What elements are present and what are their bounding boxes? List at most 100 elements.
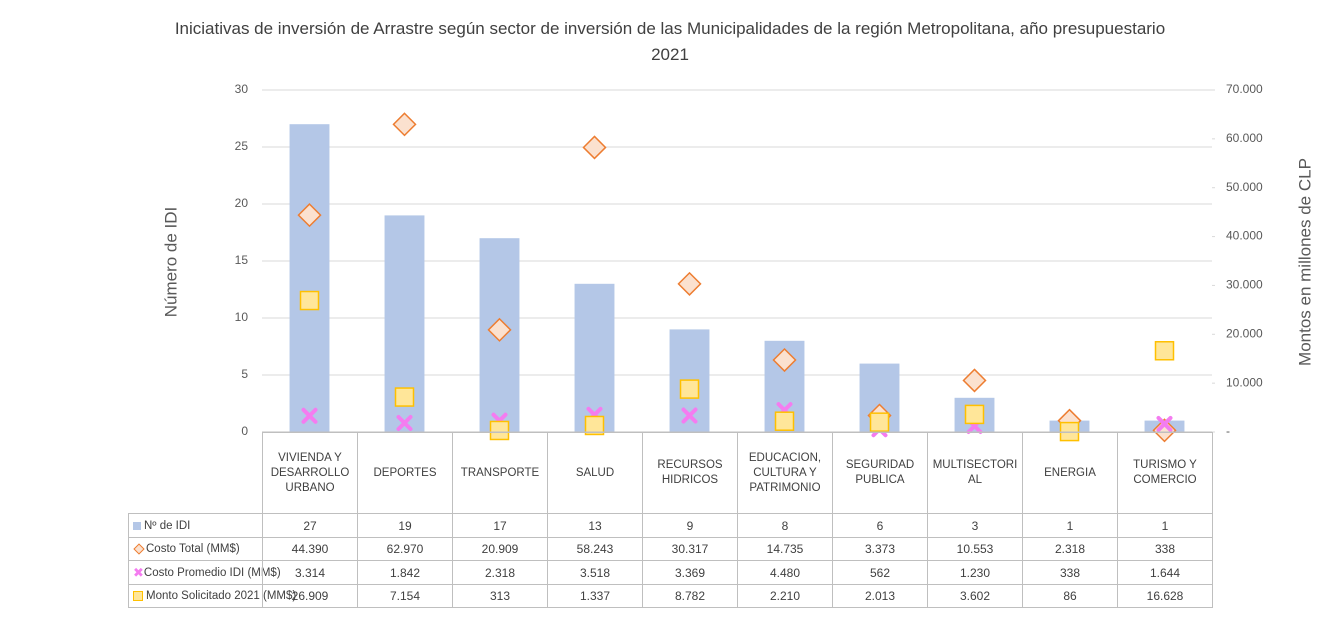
table-value: 17 [452,513,548,538]
square-marker [869,412,890,432]
legend-swatch [133,591,143,601]
y2-tick-label: 20.000 [1226,326,1263,340]
category-label: ENERGIA [1022,432,1118,514]
table-value: 20.909 [452,537,548,561]
y-tick-label: 10 [235,310,249,324]
category-label: DEPORTES [357,432,453,514]
bar [289,124,330,432]
category-label: SEGURIDAD PUBLICA [832,432,928,514]
x-marker [396,415,413,432]
y-axis-title: Número de IDI [161,207,180,318]
table-value: 10.553 [927,537,1023,561]
table-value: 338 [1117,537,1213,561]
x-marker [301,407,318,424]
table-value: 86 [1022,584,1118,608]
legend-swatch [133,521,141,530]
table-value: 3.314 [262,560,358,585]
square-marker [584,415,605,436]
table-value: 338 [1022,560,1118,585]
legend-entry: Monto Solicitado 2021 (MM$) [128,584,296,608]
square-marker [489,420,510,441]
y2-tick-label: 60.000 [1226,131,1263,145]
category-label: EDUCACION, CULTURA Y PATRIMONIO [737,432,833,514]
y2-tick-label: 50.000 [1226,180,1263,194]
table-value: 62.970 [357,537,453,561]
square-marker [299,290,320,311]
legend-label: Nº de IDI [144,519,191,532]
y2-tick-label: - [1226,424,1230,438]
y-tick-label: 5 [241,367,248,381]
y2-tick-label: 10.000 [1226,375,1263,389]
diamond-marker [487,317,512,342]
table-value: 8 [737,513,833,538]
category-label: RECURSOS HIDRICOS [642,432,738,514]
legend-label: Costo Promedio IDI (MM$) [143,566,281,579]
diamond-marker [1152,418,1177,443]
table-value: 26.909 [262,584,358,608]
x-marker [681,407,698,424]
diamond-marker [962,368,987,393]
square-marker [1154,341,1175,361]
legend-swatch: ✖ [133,564,144,580]
table-value: 9 [642,513,738,538]
x-marker [1156,415,1173,432]
y-tick-label: 20 [235,196,249,210]
square-marker [964,404,985,425]
y2-axis-title: Montos en millones de CLP [1295,158,1314,366]
square-marker [394,387,415,407]
table-value: 14.735 [737,537,833,561]
y2-tick-label: 30.000 [1226,278,1263,292]
table-value: 3.373 [832,537,928,561]
table-value: 3 [927,513,1023,538]
table-value: 1 [1117,513,1213,538]
category-label: TURISMO Y COMERCIO [1117,432,1213,514]
table-value: 562 [832,560,928,585]
y-tick-label: 0 [241,424,248,438]
category-label: VIVIENDA Y DESARROLLO URBANO [262,432,358,514]
category-label: MULTISECTORIAL [927,432,1023,514]
table-value: 3.602 [927,584,1023,608]
table-value: 2.318 [452,560,548,585]
table-value: 44.390 [262,537,358,561]
legend-entry: Costo Total (MM$) [128,537,263,561]
table-value: 13 [547,513,643,538]
table-value: 8.782 [642,584,738,608]
diamond-marker [582,135,607,160]
square-marker [774,411,795,431]
table-value: 4.480 [737,560,833,585]
legend-entry: Nº de IDI [128,513,263,538]
y2-tick-label: 40.000 [1226,229,1263,243]
table-value: 6 [832,513,928,538]
category-label: TRANSPORTE [452,432,548,514]
table-value: 1.337 [547,584,643,608]
table-value: 2.318 [1022,537,1118,561]
diamond-marker [772,347,797,373]
chart-title: Iniciativas de inversión de Arrastre seg… [174,19,1166,64]
y2-tick-label: 70.000 [1226,82,1263,96]
y-tick-label: 15 [235,253,249,267]
table-value: 1.644 [1117,560,1213,585]
table-value: 27 [262,513,358,538]
legend-swatch [133,543,145,555]
y-tick-label: 30 [235,82,249,96]
table-value: 1.230 [927,560,1023,585]
table-value: 19 [357,513,453,538]
legend-entry: ✖ Costo Promedio IDI (MM$) [128,560,281,585]
category-label: SALUD [547,432,643,514]
table-value: 313 [452,584,548,608]
square-marker [679,379,700,399]
table-value: 2.210 [737,584,833,608]
table-value: 58.243 [547,537,643,561]
legend-label: Monto Solicitado 2021 (MM$) [146,590,297,602]
table-value: 3.369 [642,560,738,585]
table-value: 3.518 [547,560,643,585]
table-value: 30.317 [642,537,738,561]
y-tick-label: 25 [235,139,249,153]
diamond-marker [677,271,702,296]
legend-label: Costo Total (MM$) [146,543,240,555]
bar [574,283,615,432]
table-value: 7.154 [357,584,453,608]
diamond-marker [297,203,322,228]
table-value: 1 [1022,513,1118,538]
table-value: 16.628 [1117,584,1213,608]
